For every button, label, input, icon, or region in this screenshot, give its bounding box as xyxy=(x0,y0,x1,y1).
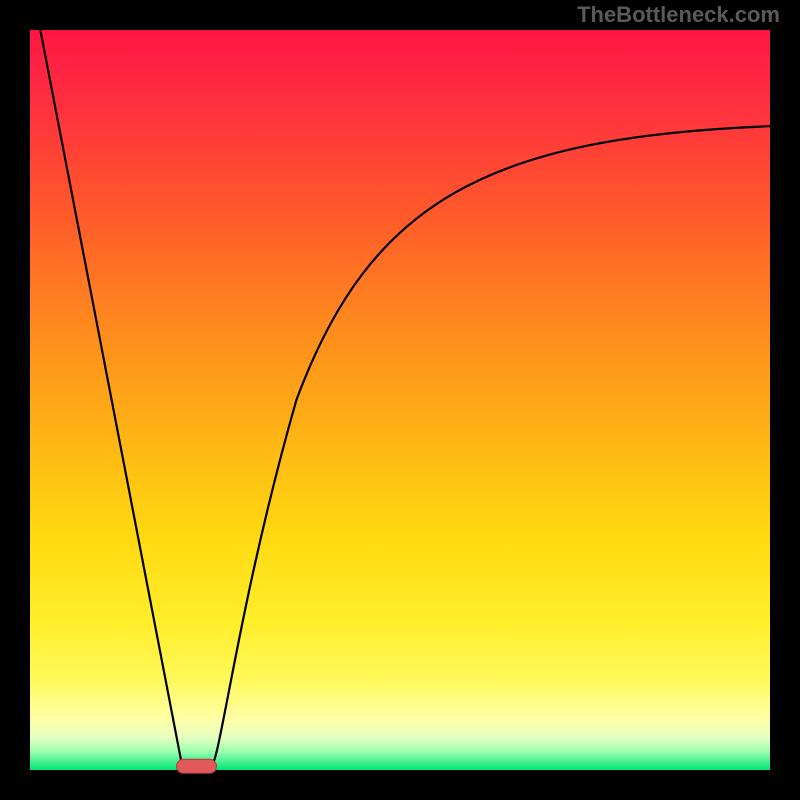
plot-background xyxy=(30,30,770,770)
optimal-point-marker xyxy=(177,759,217,773)
chart-container: TheBottleneck.com xyxy=(0,0,800,800)
bottleneck-chart xyxy=(0,0,800,800)
watermark-text: TheBottleneck.com xyxy=(577,2,780,28)
